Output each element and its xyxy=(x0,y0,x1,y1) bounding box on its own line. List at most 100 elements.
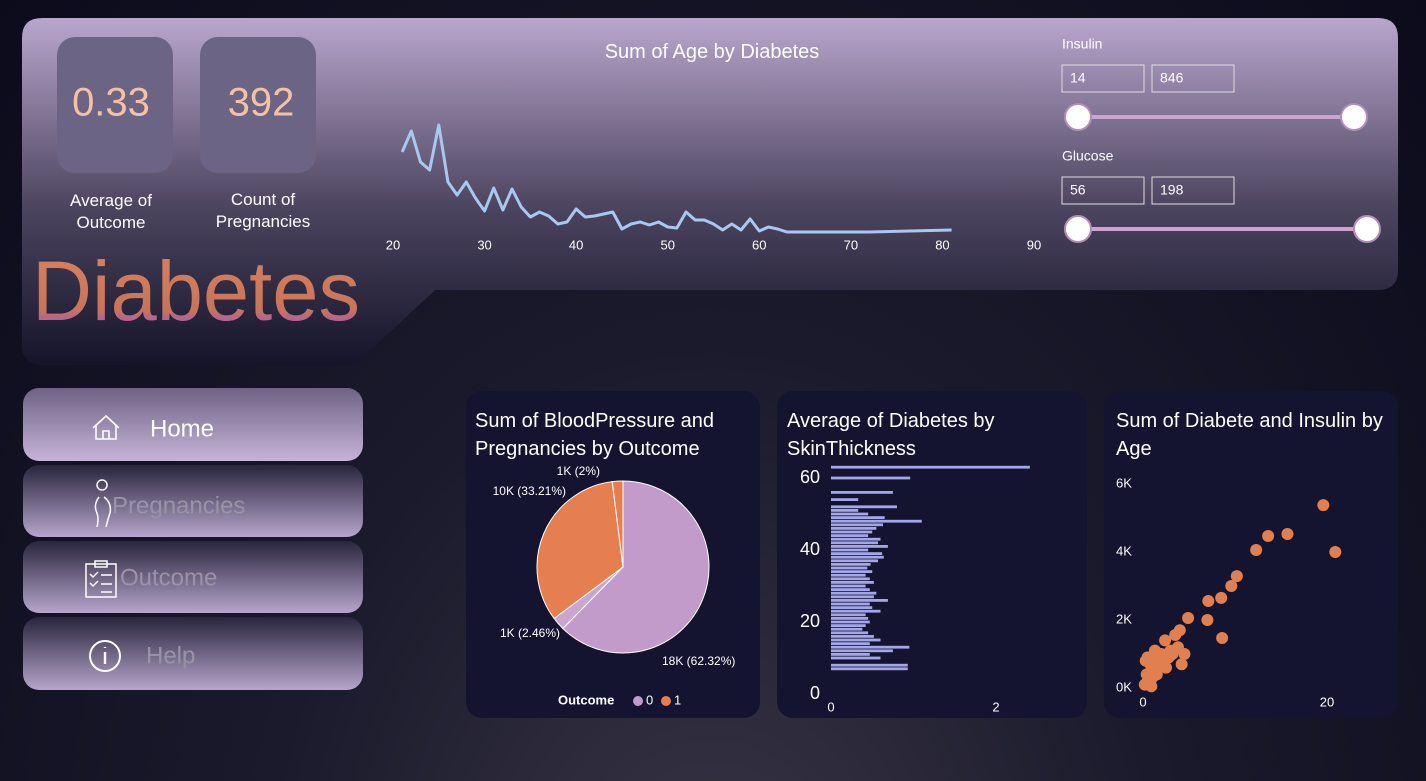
bar xyxy=(831,599,888,602)
nav-button[interactable] xyxy=(23,388,363,461)
x-tick-label: 40 xyxy=(569,237,583,252)
slider-handle[interactable] xyxy=(1340,103,1368,131)
bar xyxy=(831,552,883,555)
point xyxy=(1175,658,1188,671)
data-label: 10K (33.21%) xyxy=(493,484,566,498)
kpi-label: Count of Pregnancies xyxy=(215,190,311,231)
y-tick-label: 40 xyxy=(800,539,820,559)
bar xyxy=(831,653,870,656)
y-tick-label: 4K xyxy=(1116,543,1132,558)
y-tick-label: 0 xyxy=(810,683,820,703)
slicer-max: 198 xyxy=(1160,182,1184,198)
bar xyxy=(831,645,910,649)
nav-label: Help xyxy=(146,642,195,669)
bar xyxy=(831,631,869,635)
point xyxy=(1163,646,1176,659)
y-tick-label: 20 xyxy=(800,611,820,631)
slicer-input[interactable] xyxy=(1151,176,1235,205)
bar xyxy=(831,523,883,527)
bar xyxy=(831,617,869,620)
bar xyxy=(831,559,879,563)
bar xyxy=(831,656,881,660)
point xyxy=(1160,661,1172,674)
legend-label: 0 xyxy=(646,692,653,707)
bar xyxy=(831,606,873,609)
bar xyxy=(831,591,877,595)
help-icon xyxy=(89,640,121,672)
point xyxy=(1250,543,1263,556)
point xyxy=(1201,614,1214,626)
x-tick-label: 0 xyxy=(827,699,834,714)
nav-label: Pregnancies xyxy=(112,492,245,519)
slicer-label: Insulin xyxy=(1062,36,1102,52)
x-tick-label: 20 xyxy=(1320,694,1334,709)
chart-title: Sum of Diabete and Insulin by Age xyxy=(1116,410,1383,460)
slicer-input[interactable] xyxy=(1061,176,1145,205)
slicer-label: Glucose xyxy=(1062,148,1114,164)
x-tick-label: 0 xyxy=(1139,694,1146,709)
line xyxy=(400,123,952,234)
slider-handle[interactable] xyxy=(1064,103,1092,131)
slicer-max: 846 xyxy=(1160,70,1184,86)
bar xyxy=(831,638,881,642)
bar xyxy=(831,577,870,581)
bar xyxy=(831,534,869,537)
chart-title: Sum of BloodPressure and Pregnancies by … xyxy=(475,410,715,460)
point xyxy=(1225,580,1238,592)
x-tick-label: 70 xyxy=(844,237,858,252)
bar xyxy=(831,613,866,617)
pregnancy-icon xyxy=(94,479,112,528)
slider-handle[interactable] xyxy=(1353,215,1381,243)
kpi-label: Average of Outcome xyxy=(70,191,152,232)
bar xyxy=(831,516,885,519)
bar xyxy=(831,512,869,516)
point xyxy=(1202,594,1215,607)
point xyxy=(1159,634,1172,647)
nav-label: Home xyxy=(150,415,214,442)
legend-swatch xyxy=(633,696,643,706)
pie-slice xyxy=(536,481,624,620)
legend-label: 1 xyxy=(674,692,681,707)
slicer-input[interactable] xyxy=(1061,64,1145,93)
point xyxy=(1317,499,1330,512)
bar xyxy=(831,588,870,591)
bar xyxy=(831,476,911,480)
bar xyxy=(831,642,870,645)
bar xyxy=(831,548,869,552)
bar xyxy=(831,509,859,512)
bar xyxy=(831,519,922,523)
bar xyxy=(831,530,873,534)
bar xyxy=(831,465,1030,469)
bar xyxy=(831,505,897,509)
y-tick-label: 2K xyxy=(1116,611,1132,626)
nav-button[interactable] xyxy=(23,541,363,613)
slider-handle[interactable] xyxy=(1064,215,1092,243)
bar xyxy=(831,566,868,570)
header-panel xyxy=(22,18,1398,365)
data-label: 1K (2%) xyxy=(557,464,600,478)
nav-button[interactable] xyxy=(23,617,363,690)
bar xyxy=(831,595,874,599)
kpi-card xyxy=(57,37,173,173)
chart-title: Sum of Age by Diabetes xyxy=(604,41,820,63)
bar xyxy=(831,491,893,494)
y-tick-label: 60 xyxy=(800,467,820,487)
bar xyxy=(831,573,866,577)
point xyxy=(1182,611,1195,624)
bar xyxy=(831,667,908,671)
data-label: 18K (62.32%) xyxy=(662,654,735,668)
bar xyxy=(831,584,866,588)
bar xyxy=(831,527,877,530)
logo: Diabetes xyxy=(32,244,360,338)
point xyxy=(1216,632,1229,645)
point xyxy=(1281,527,1294,540)
point xyxy=(1215,591,1228,604)
slicer-input[interactable] xyxy=(1151,64,1235,93)
bar xyxy=(831,620,870,624)
pie-slice xyxy=(611,480,624,568)
bar xyxy=(831,541,879,545)
x-tick-label: 80 xyxy=(935,237,949,252)
point xyxy=(1145,680,1158,693)
bar xyxy=(831,602,870,606)
